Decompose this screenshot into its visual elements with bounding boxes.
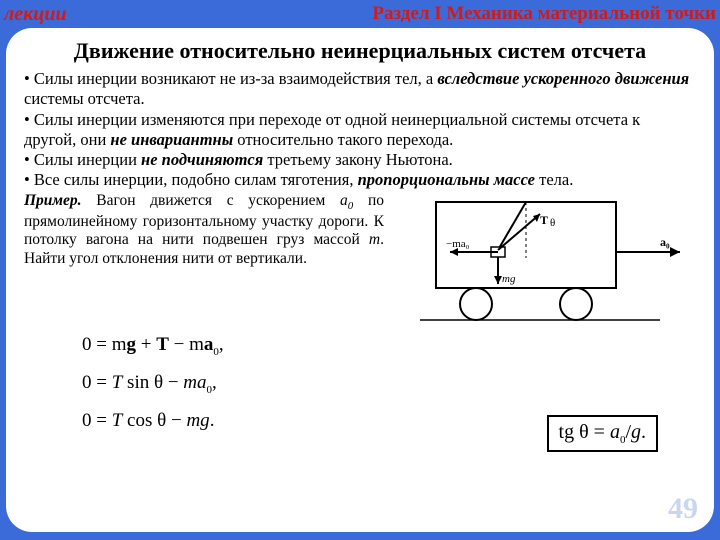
example-a: a [340, 192, 348, 209]
label-a0: a₀ [660, 235, 670, 249]
label-mg: mg [502, 273, 516, 285]
bullet-list: • Силы инерции возникают не из-за взаимо… [24, 69, 696, 190]
bullet-3-pre: • Силы инерции [24, 150, 141, 169]
bullet-3: • Силы инерции не подчиняются третьему з… [24, 150, 696, 170]
bullet-2-em: не инвариантны [110, 130, 233, 149]
example-row: Пример. Вагон движется с ускорением a0 п… [24, 192, 696, 322]
eq2: 0 = T sin θ − ma0, [82, 364, 696, 402]
page-number: 49 [668, 492, 698, 526]
bullet-1-pre: • Силы инерции возникают не из-за взаимо… [24, 69, 437, 88]
bullet-4-post: тела. [535, 170, 573, 189]
nav-lectures-link[interactable]: лекции [4, 3, 67, 26]
header-bar: лекции Раздел I Механика материальной то… [0, 0, 720, 28]
section-title: Раздел I Механика материальной точки [372, 3, 716, 25]
example-b1: Вагон движется с ускорением [82, 192, 340, 209]
example-text: Пример. Вагон движется с ускорением a0 п… [24, 192, 384, 322]
bullet-1-post: системы отсчета. [24, 89, 145, 108]
page-title: Движение относительно неинерциальных сис… [24, 38, 696, 63]
bullet-1-em: вследствие ускоренного движения [437, 69, 689, 88]
bullet-3-post: третьему закону Ньютона. [263, 150, 453, 169]
label-ma0: −ma₀ [446, 238, 470, 250]
bullet-4-pre: • Все силы инерции, подобно силам тяготе… [24, 170, 358, 189]
equation-boxed: tg θ = a0/g. [547, 415, 658, 452]
example-m: m [369, 231, 380, 248]
wagon-figure: T θ −ma₀ mg a₀ [390, 192, 690, 322]
bullet-3-em: не подчиняются [141, 150, 263, 169]
content-card: Движение относительно неинерциальных сис… [6, 28, 714, 532]
bullet-1: • Силы инерции возникают не из-за взаимо… [24, 69, 696, 109]
example-lead: Пример. [24, 192, 82, 209]
label-theta: θ [550, 217, 555, 229]
bullet-4: • Все силы инерции, подобно силам тяготе… [24, 170, 696, 190]
bullet-4-em: пропорциональны массе [358, 170, 535, 189]
bullet-2-post: относительно такого перехода. [233, 130, 453, 149]
eq1: 0 = mg + T − ma0, [82, 326, 696, 364]
label-T: T [540, 213, 548, 227]
bullet-2: • Силы инерции изменяются при переходе о… [24, 110, 696, 150]
